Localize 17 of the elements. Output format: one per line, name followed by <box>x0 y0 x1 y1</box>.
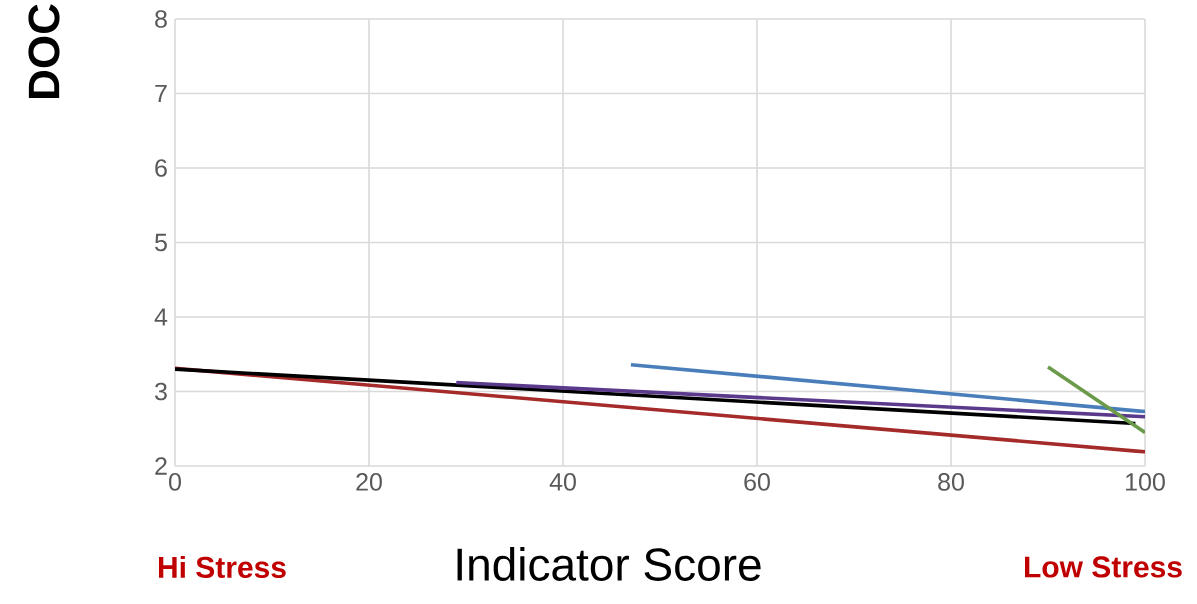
text: Low Stress <box>1025 556 1182 578</box>
text: Hi Stress <box>158 555 286 578</box>
y-tick-label: 5 <box>155 233 167 252</box>
x-axis-title: Indicator Score <box>457 547 761 581</box>
x-tick-label: 100 <box>1126 473 1165 491</box>
x-tick-label: 20 <box>356 473 382 491</box>
y-tick-label: 8 <box>155 10 167 28</box>
x-tick-label: 0 <box>169 473 181 491</box>
y-axis-title: DOC <box>28 4 60 98</box>
y-tick-label: 2 <box>155 457 167 475</box>
y-tick-label: 6 <box>155 159 167 177</box>
x-tick-label: 60 <box>744 473 770 491</box>
x-tick-label: 40 <box>549 473 576 491</box>
y-tick-label: 4 <box>154 308 168 326</box>
x-tick-label: 80 <box>938 473 964 491</box>
y-tick-label: 7 <box>155 84 167 103</box>
y-tick-label: 3 <box>154 382 167 401</box>
